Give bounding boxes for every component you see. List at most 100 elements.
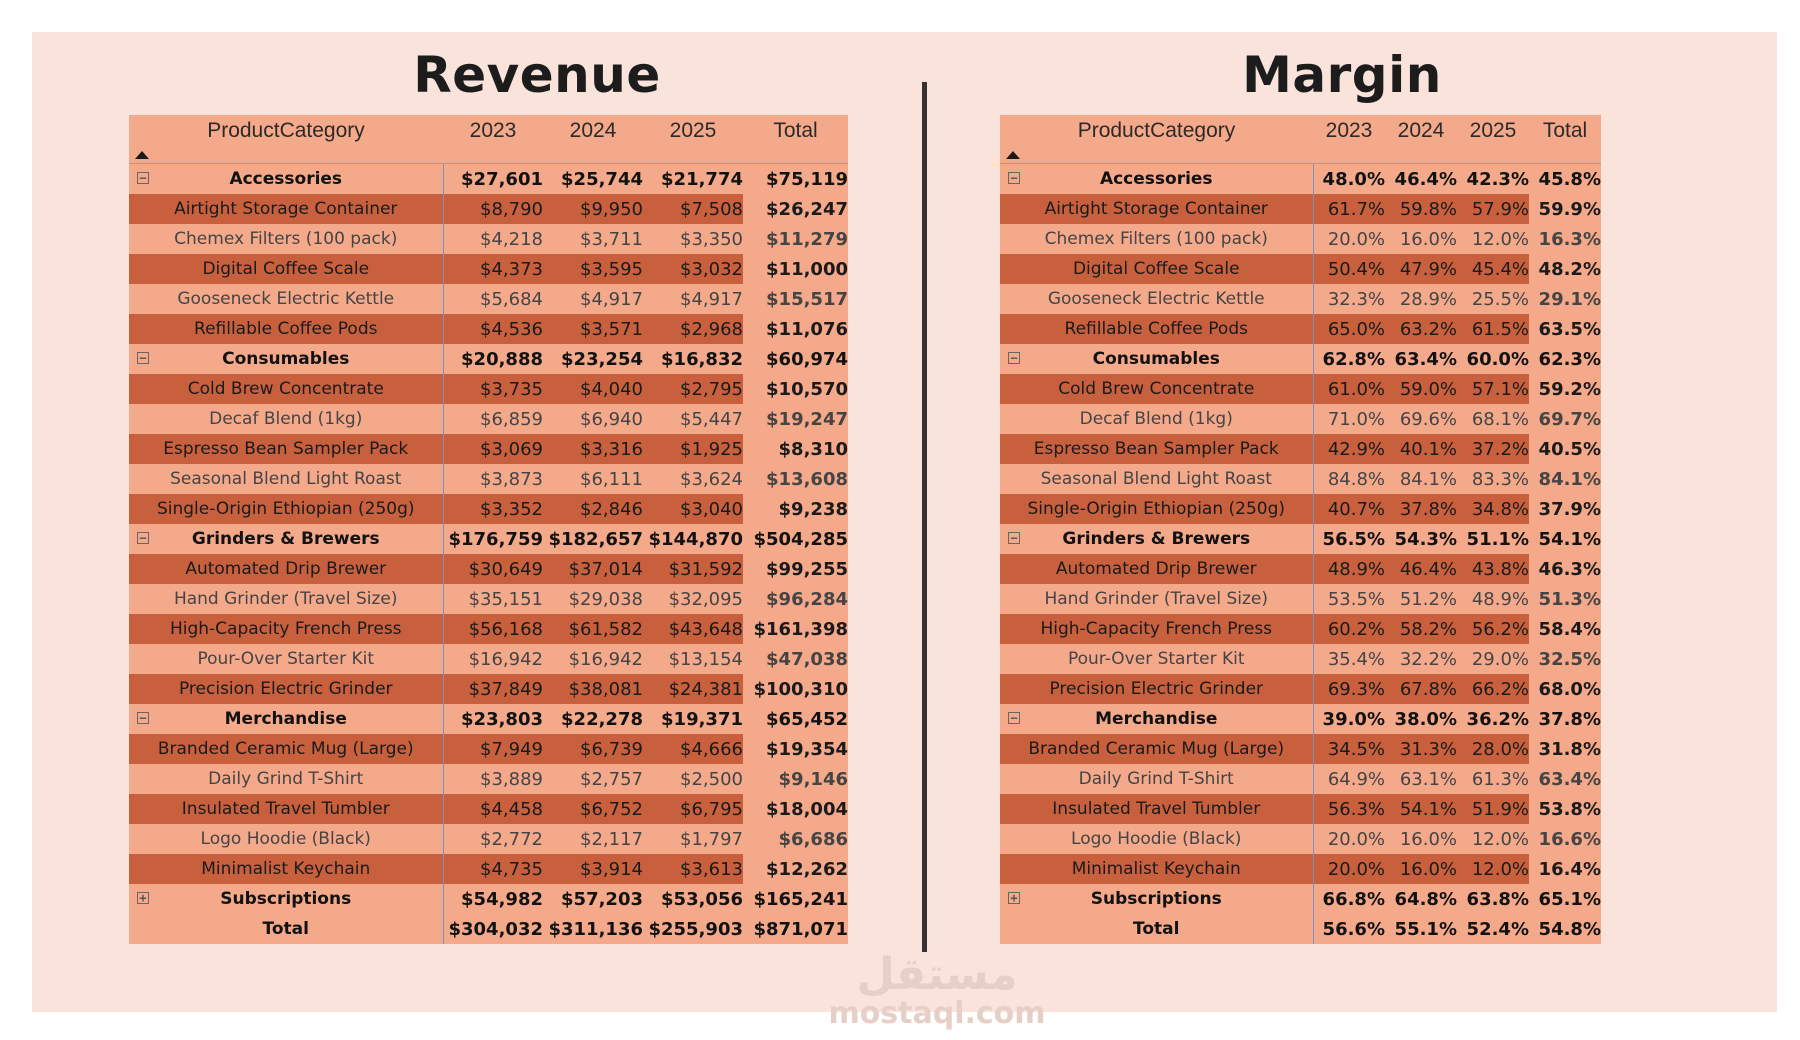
column-header-category[interactable]: ProductCategory [1000, 115, 1313, 164]
category-row: − Merchandise $23,803 $22,278 $19,371 $65,452 [129, 704, 848, 734]
column-header-2025[interactable]: 2025 [643, 115, 743, 164]
row-label-cell: + Subscriptions [1000, 884, 1314, 914]
value-cell: $35,151 [443, 584, 543, 614]
row-label: Total [1133, 919, 1180, 939]
category-row: − Merchandise 39.0% 38.0% 36.2% 37.8% [1000, 704, 1601, 734]
table-row: Decaf Blend (1kg) $6,859 $6,940 $5,447 $19,2… [129, 404, 848, 434]
total-cell: $11,279 [743, 224, 848, 254]
value-cell: $3,735 [443, 374, 543, 404]
value-cell: 20.0% [1313, 854, 1385, 884]
value-cell: $304,032 [443, 914, 543, 944]
table-row: Refillable Coffee Pods $4,536 $3,571 $2,968… [129, 314, 848, 344]
value-cell: 32.2% [1385, 644, 1457, 674]
total-cell: 31.8% [1529, 734, 1601, 764]
row-label: Logo Hoodie (Black) [1071, 829, 1242, 849]
row-label: Espresso Bean Sampler Pack [1033, 439, 1279, 459]
row-label-cell: Refillable Coffee Pods [129, 314, 444, 344]
value-cell: $43,648 [643, 614, 743, 644]
row-label-cell: Cold Brew Concentrate [129, 374, 444, 404]
sort-ascending-icon[interactable] [135, 151, 149, 159]
value-cell: 56.5% [1313, 524, 1385, 554]
value-cell: $7,949 [443, 734, 543, 764]
row-label-cell: Total [129, 914, 444, 944]
total-cell: 16.4% [1529, 854, 1601, 884]
total-cell: $19,247 [743, 404, 848, 434]
total-cell: 62.3% [1529, 344, 1601, 374]
row-label-cell: Branded Ceramic Mug (Large) [1000, 734, 1314, 764]
table-row: Pour-Over Starter Kit $16,942 $16,942 $13,1… [129, 644, 848, 674]
collapse-icon[interactable]: − [1008, 172, 1020, 184]
collapse-icon[interactable]: − [1008, 532, 1020, 544]
total-cell: 37.9% [1529, 494, 1601, 524]
value-cell: 25.5% [1457, 284, 1529, 314]
collapse-icon[interactable]: − [137, 532, 149, 544]
row-label: Merchandise [1095, 709, 1218, 729]
table-row: Daily Grind T-Shirt $3,889 $2,757 $2,500 $9,… [129, 764, 848, 794]
value-cell: 48.0% [1313, 163, 1385, 194]
value-cell: 61.5% [1457, 314, 1529, 344]
column-header-2024[interactable]: 2024 [1385, 115, 1457, 164]
total-cell: 58.4% [1529, 614, 1601, 644]
value-cell: $37,014 [543, 554, 643, 584]
value-cell: 60.0% [1457, 344, 1529, 374]
value-cell: 84.8% [1313, 464, 1385, 494]
value-cell: $57,203 [543, 884, 643, 914]
collapse-icon[interactable]: − [137, 352, 149, 364]
column-header-category[interactable]: ProductCategory [129, 115, 443, 164]
row-label-cell: Single-Origin Ethiopian (250g) [1000, 494, 1314, 524]
watermark-arabic: مستقل [856, 949, 1018, 1000]
row-label-cell: Espresso Bean Sampler Pack [1000, 434, 1314, 464]
value-cell: $3,595 [543, 254, 643, 284]
row-label: Precision Electric Grinder [1049, 679, 1264, 699]
value-cell: $54,982 [443, 884, 543, 914]
row-label-cell: − Grinders & Brewers [1000, 524, 1314, 554]
row-label-cell: Cold Brew Concentrate [1000, 374, 1314, 404]
value-cell: 37.2% [1457, 434, 1529, 464]
value-cell: $6,940 [543, 404, 643, 434]
row-label-cell: Digital Coffee Scale [1000, 254, 1314, 284]
collapse-icon[interactable]: − [137, 172, 149, 184]
row-label: Branded Ceramic Mug (Large) [157, 739, 414, 759]
expand-icon[interactable]: + [1008, 892, 1020, 904]
total-cell: $10,570 [743, 374, 848, 404]
table-row: Single-Origin Ethiopian (250g) 40.7% 37.8%… [1000, 494, 1601, 524]
row-label-cell: − Grinders & Brewers [129, 524, 444, 554]
collapse-icon[interactable]: − [137, 712, 149, 724]
value-cell: $2,846 [543, 494, 643, 524]
row-label: Insulated Travel Tumbler [1052, 799, 1261, 819]
collapse-icon[interactable]: − [1008, 712, 1020, 724]
value-cell: 12.0% [1457, 824, 1529, 854]
table-row: Cold Brew Concentrate 61.0% 59.0% 57.1% 59.2… [1000, 374, 1601, 404]
total-cell: 84.1% [1529, 464, 1601, 494]
collapse-icon[interactable]: − [1008, 352, 1020, 364]
total-cell: $504,285 [743, 524, 848, 554]
column-header-2024[interactable]: 2024 [543, 115, 643, 164]
total-cell: 53.8% [1529, 794, 1601, 824]
panel-divider [922, 82, 927, 952]
sort-ascending-icon[interactable] [1006, 151, 1020, 159]
column-header-total[interactable]: Total [1529, 115, 1601, 164]
column-header-2023[interactable]: 2023 [1313, 115, 1385, 164]
table-row: Airtight Storage Container $8,790 $9,950 $7… [129, 194, 848, 224]
row-label-cell: Precision Electric Grinder [129, 674, 444, 704]
column-header-2025[interactable]: 2025 [1457, 115, 1529, 164]
category-row: − Accessories $27,601 $25,744 $21,774 $75,119 [129, 163, 848, 194]
value-cell: 59.8% [1385, 194, 1457, 224]
column-header-total[interactable]: Total [743, 115, 848, 164]
table-row: Refillable Coffee Pods 65.0% 63.2% 61.5% 63.… [1000, 314, 1601, 344]
total-cell: $47,038 [743, 644, 848, 674]
column-header-2023[interactable]: 2023 [443, 115, 543, 164]
value-cell: $31,592 [643, 554, 743, 584]
row-label-cell: Daily Grind T-Shirt [129, 764, 444, 794]
table-row: High-Capacity French Press $56,168 $61,582… [129, 614, 848, 644]
value-cell: 51.2% [1385, 584, 1457, 614]
value-cell: $4,458 [443, 794, 543, 824]
row-label-cell: Logo Hoodie (Black) [129, 824, 444, 854]
row-label-cell: Gooseneck Electric Kettle [1000, 284, 1314, 314]
revenue-header-row: ProductCategory 2023 2024 2025 Total [129, 115, 848, 164]
total-cell: 37.8% [1529, 704, 1601, 734]
expand-icon[interactable]: + [137, 892, 149, 904]
row-label-cell: Logo Hoodie (Black) [1000, 824, 1314, 854]
value-cell: $3,316 [543, 434, 643, 464]
value-cell: 56.6% [1313, 914, 1385, 944]
